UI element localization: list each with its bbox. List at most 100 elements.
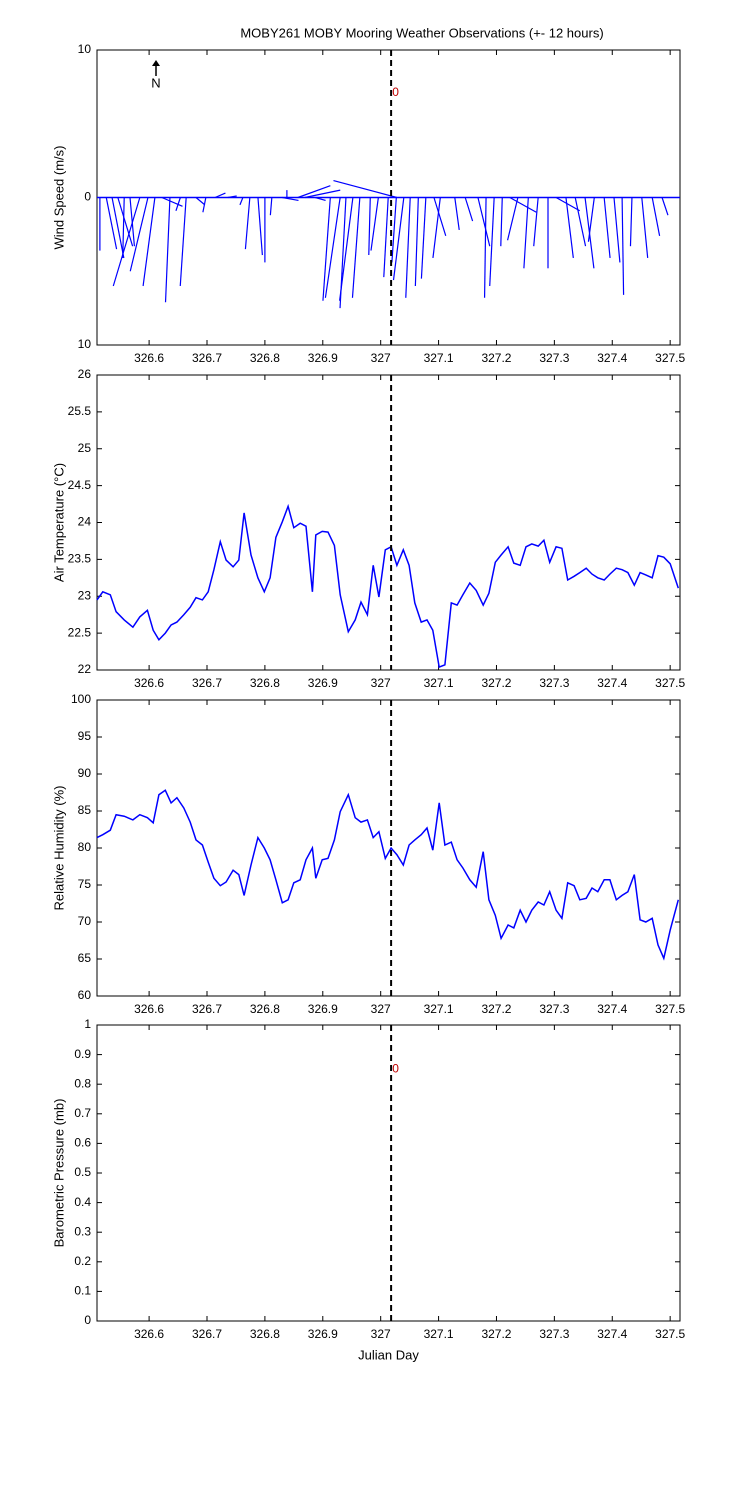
- wind-stick: [391, 197, 397, 263]
- y-tick-label: 0: [84, 1313, 91, 1327]
- y-tick-label: 26: [78, 367, 92, 381]
- y-tick-label: 85: [78, 803, 92, 817]
- annotation: 0: [392, 1062, 399, 1076]
- wind-stick: [269, 197, 273, 216]
- x-tick-label: 326.7: [192, 1002, 222, 1016]
- x-tick-label: 327.2: [481, 351, 511, 365]
- x-tick-label: 326.9: [308, 1327, 338, 1341]
- y-tick-label: 0.8: [74, 1076, 91, 1090]
- y-tick-label: 0.7: [74, 1106, 91, 1120]
- y-tick-label: 23.5: [68, 552, 92, 566]
- wind-stick: [239, 197, 244, 206]
- x-tick-label: 327.3: [539, 1327, 569, 1341]
- wind-stick: [304, 189, 341, 199]
- x-tick-label: 327.2: [481, 676, 511, 690]
- y-tick-label: 1: [84, 1017, 91, 1031]
- wind-stick: [333, 179, 398, 199]
- wind-stick: [315, 196, 326, 202]
- wind-stick: [405, 197, 411, 298]
- wind-stick: [129, 197, 149, 272]
- x-tick-label: 326.6: [134, 351, 164, 365]
- wind-stick: [613, 197, 621, 263]
- wind-stick: [420, 197, 427, 279]
- x-tick-label: 327.1: [424, 351, 454, 365]
- y-tick-label: 90: [78, 766, 92, 780]
- wind-stick: [244, 197, 251, 250]
- x-tick-label: 327.4: [597, 1327, 627, 1341]
- y-tick-label: 65: [78, 951, 92, 965]
- y-tick-label: 24.5: [68, 478, 92, 492]
- y-axis-label: Relative Humidity (%): [51, 786, 66, 911]
- wind-stick: [414, 197, 419, 287]
- wind-stick: [587, 197, 595, 242]
- x-tick-label: 327.1: [424, 676, 454, 690]
- x-tick-label: 327.3: [539, 676, 569, 690]
- wind-stick: [297, 185, 331, 199]
- north-arrow-head: [152, 60, 160, 66]
- x-tick-label: 327.1: [424, 1002, 454, 1016]
- x-axis-label: Julian Day: [358, 1347, 419, 1362]
- wind-stick: [641, 197, 649, 259]
- plot-area: [96, 374, 681, 671]
- wind-stick: [629, 197, 633, 247]
- x-tick-label: 327.3: [539, 351, 569, 365]
- wind-stick: [111, 197, 125, 259]
- wind-stick: [483, 197, 487, 298]
- y-tick-label: 70: [78, 914, 92, 928]
- x-tick-label: 326.8: [250, 351, 280, 365]
- y-tick-label: 25: [78, 441, 92, 455]
- wind-stick: [214, 192, 226, 199]
- wind-stick: [574, 197, 587, 247]
- y-tick-label: 0.3: [74, 1224, 91, 1238]
- x-tick-label: 326.9: [308, 1002, 338, 1016]
- wind-stick: [506, 197, 519, 241]
- wind-stick: [651, 197, 661, 236]
- plot-area: [96, 699, 681, 997]
- wind-stick: [164, 197, 171, 303]
- y-tick-label: 0.5: [74, 1165, 91, 1179]
- wind-stick: [464, 197, 474, 222]
- wind-stick: [392, 197, 405, 281]
- y-axis-label: Wind Speed (m/s): [51, 145, 66, 249]
- y-tick-label: 80: [78, 840, 92, 854]
- x-tick-label: 326.7: [192, 1327, 222, 1341]
- y-tick-label: 0.4: [74, 1195, 91, 1209]
- wind-stick: [533, 197, 539, 247]
- wind-stick: [227, 195, 237, 199]
- wind-stick: [661, 197, 669, 216]
- wind-stick: [489, 197, 495, 287]
- x-tick-label: 327.3: [539, 1002, 569, 1016]
- y-axis-label: Barometric Pressure (mb): [51, 1099, 66, 1248]
- y-tick-label: 10: [78, 337, 92, 351]
- north-label: N: [151, 75, 160, 90]
- x-tick-label: 326.9: [308, 351, 338, 365]
- wind-stick: [500, 197, 503, 247]
- x-tick-label: 327.5: [655, 1327, 685, 1341]
- wind-stick: [370, 197, 379, 251]
- x-tick-label: 327: [371, 676, 391, 690]
- y-tick-label: 22: [78, 662, 92, 676]
- y-tick-label: 23: [78, 588, 92, 602]
- y-tick-label: 24: [78, 515, 92, 529]
- x-tick-label: 327.5: [655, 1002, 685, 1016]
- wind-stick: [282, 196, 299, 202]
- x-tick-label: 326.6: [134, 676, 164, 690]
- data-line: [96, 789, 680, 961]
- wind-stick: [257, 197, 263, 256]
- y-tick-label: 95: [78, 729, 92, 743]
- y-tick-label: 75: [78, 877, 92, 891]
- wind-stick: [179, 197, 187, 287]
- x-tick-label: 327.1: [424, 1327, 454, 1341]
- wind-stick: [523, 197, 529, 269]
- x-tick-label: 326.7: [192, 676, 222, 690]
- y-tick-label: 25.5: [68, 404, 92, 418]
- y-tick-label: 0: [84, 190, 91, 204]
- wind-stick: [368, 197, 371, 256]
- wind-stick: [161, 196, 183, 207]
- wind-stick: [621, 197, 625, 295]
- y-tick-label: 0.2: [74, 1254, 91, 1268]
- wind-stick: [202, 197, 207, 213]
- wind-stick: [195, 197, 206, 206]
- x-tick-label: 327.5: [655, 676, 685, 690]
